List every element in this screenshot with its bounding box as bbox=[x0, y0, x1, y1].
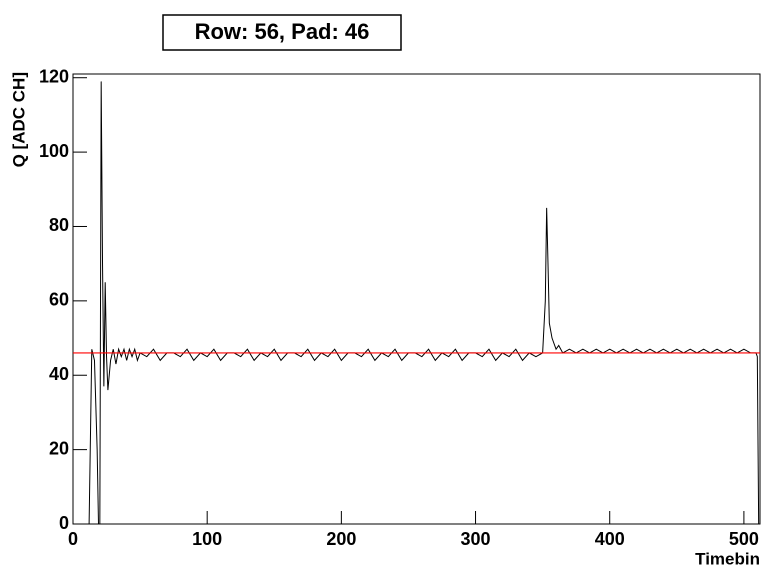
y-tick-label: 120 bbox=[39, 66, 69, 86]
y-tick-label: 80 bbox=[49, 215, 69, 235]
y-tick-label: 40 bbox=[49, 364, 69, 384]
x-tick-label: 0 bbox=[68, 529, 78, 549]
title-box bbox=[162, 14, 402, 51]
x-axis-label: Timebin bbox=[695, 549, 760, 568]
chart-title: Row: 56, Pad: 46 bbox=[195, 19, 370, 44]
y-tick-label: 100 bbox=[39, 141, 69, 161]
y-tick-label: 20 bbox=[49, 438, 69, 458]
x-tick-label: 500 bbox=[729, 529, 759, 549]
x-tick-label: 100 bbox=[192, 529, 222, 549]
y-axis-label: Q [ADC CH] bbox=[9, 72, 28, 167]
plot-frame bbox=[72, 73, 761, 525]
data-line bbox=[73, 81, 760, 525]
x-tick-label: 200 bbox=[326, 529, 356, 549]
x-tick-label: 300 bbox=[461, 529, 491, 549]
x-tick-label: 400 bbox=[595, 529, 625, 549]
y-tick-label: 60 bbox=[49, 290, 69, 310]
y-tick-label: 0 bbox=[59, 513, 69, 533]
